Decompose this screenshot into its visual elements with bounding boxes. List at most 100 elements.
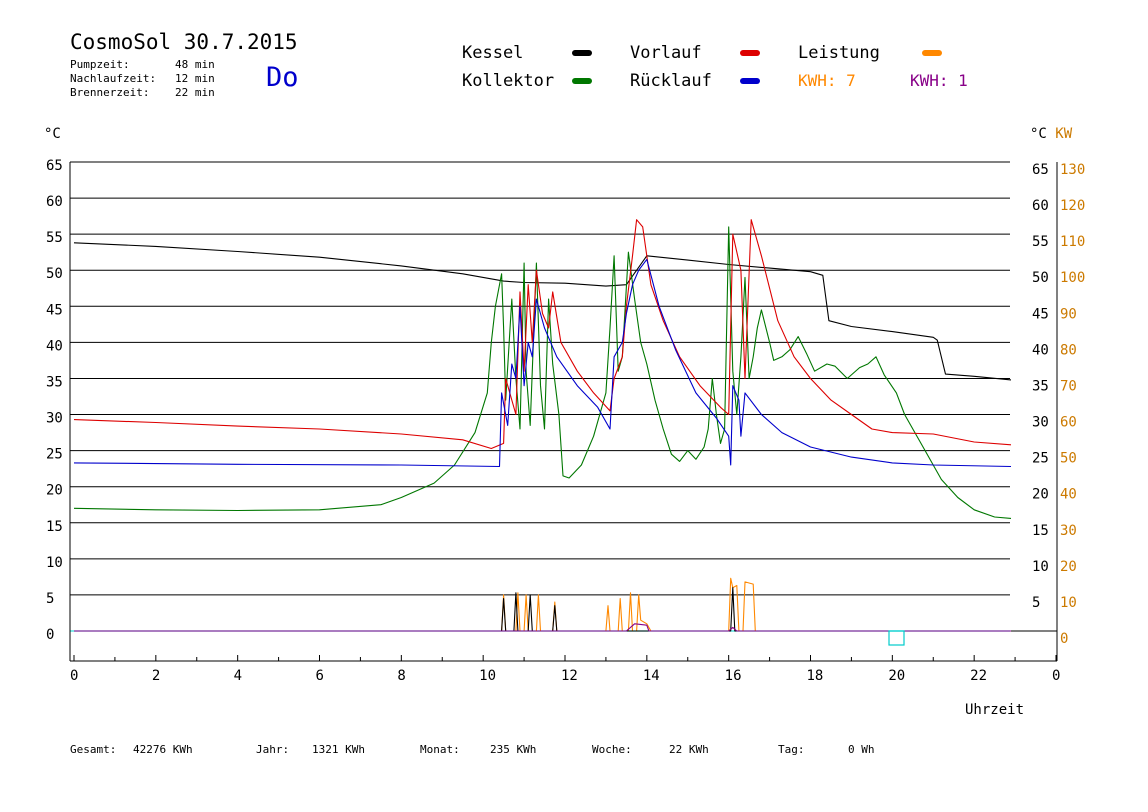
y-tick-label-right-temp: 35 [1032, 378, 1049, 394]
x-tick-label: 20 [888, 668, 905, 684]
legend-leistung-swatch [922, 50, 942, 56]
y-tick-label-left: 40 [46, 338, 63, 354]
footer-jahr-value: 1321 KWh [312, 743, 365, 756]
footer-gesamt-value: 42276 KWh [133, 743, 193, 756]
legend-leistung-label: Leistung [798, 43, 880, 63]
y-ticks-left: 0 5 10 15 20 25 30 35 40 45 50 55 60 65 [46, 158, 63, 643]
y-tick-label-right-kw: 130 [1060, 162, 1085, 178]
y-tick-label-left: 45 [46, 302, 63, 318]
y-tick-label-left: 20 [46, 483, 63, 499]
legend-kessel-swatch [572, 50, 592, 56]
footer-gesamt-label: Gesamt: [70, 743, 117, 756]
footer-tag-value: 0 Wh [848, 743, 875, 756]
series-kessel-brenner [74, 587, 1011, 632]
x-tick-label: 22 [970, 668, 987, 684]
x-tick-label: 10 [479, 668, 496, 684]
y-tick-label-right-kw: 40 [1060, 487, 1077, 503]
y-tick-label-left: 55 [46, 230, 63, 246]
y-tick-label-right-temp: 40 [1032, 342, 1049, 358]
footer-monat-value: 235 KWh [490, 743, 537, 756]
legend-kessel-label: Kessel [462, 43, 524, 63]
brennerzeit-label: Brennerzeit: [70, 86, 150, 99]
y-tick-label-right-temp: 25 [1032, 451, 1049, 467]
legend-ruecklauf-label: Rücklauf [630, 71, 712, 91]
y-tick-label-left: 65 [46, 158, 63, 174]
brennerzeit-value: 22 min [175, 86, 215, 99]
y-tick-label-right-temp: 50 [1032, 270, 1049, 286]
y-tick-label-right-kw: 10 [1060, 595, 1077, 611]
kwh-solar-label: KWH: 7 [798, 71, 856, 90]
nachlaufzeit-label: Nachlaufzeit: [70, 72, 157, 85]
series-pumpe [74, 623, 1011, 632]
footer-jahr-label: Jahr: [256, 743, 290, 756]
x-tick-label: 4 [234, 668, 242, 684]
y-tick-label-right-kw: 100 [1060, 270, 1085, 286]
x-tick-label: 0 [70, 668, 78, 684]
y-tick-label-left: 5 [46, 591, 54, 607]
x-tick-label: 2 [152, 668, 160, 684]
y-tick-label-right-temp: 20 [1032, 487, 1049, 503]
legend-vorlauf-label: Vorlauf [630, 43, 702, 63]
x-tick-label: 0 [1052, 668, 1060, 684]
x-axis-label: Uhrzeit [965, 702, 1025, 718]
y-tick-label-left: 10 [46, 555, 63, 571]
x-tick-label: 6 [316, 668, 324, 684]
footer-monat-label: Monat: [420, 743, 460, 756]
y-tick-label-right-kw: 20 [1060, 559, 1077, 575]
y-axis-unit-right: °C KW [1030, 126, 1072, 142]
chart-title: CosmoSol 30.7.2015 [70, 30, 298, 54]
legend-kollektor-swatch [572, 78, 592, 84]
series-kollektor [73, 226, 1012, 519]
y-ticks-right: 0 5 10 10 20 15 30 20 40 25 50 30 60 35 70 40 80 45 90 50 10… [1032, 162, 1085, 647]
x-tick-label: 16 [725, 668, 742, 684]
y-axis-unit-right-kw: KW [1055, 126, 1073, 142]
footer-tag-label: Tag: [778, 743, 805, 756]
y-tick-label-right-kw: 120 [1060, 198, 1085, 214]
legend-kollektor-label: Kollektor [462, 71, 555, 91]
y-tick-label-left: 50 [46, 266, 63, 282]
footer-woche-value: 22 KWh [669, 743, 709, 756]
y-tick-label-right-temp: 55 [1032, 234, 1049, 250]
pumpzeit-value: 48 min [175, 58, 215, 71]
series-vorlauf [73, 219, 1012, 450]
y-tick-label-right-temp: 65 [1032, 162, 1049, 178]
legend-vorlauf-swatch [740, 50, 760, 56]
y-tick-label-right-temp: 5 [1032, 595, 1040, 611]
footer-woche-label: Woche: [592, 743, 632, 756]
weekday-label: Do [266, 62, 299, 93]
y-tick-label-right-kw: 0 [1060, 631, 1068, 647]
x-axis: 0 2 4 6 8 10 12 14 16 18 20 22 0 [69, 162, 1060, 684]
y-tick-label-right-kw: 30 [1060, 523, 1077, 539]
nachlaufzeit-value: 12 min [175, 72, 215, 85]
y-tick-label-right-kw: 90 [1060, 306, 1077, 322]
y-tick-label-right-temp: 10 [1032, 559, 1049, 575]
y-tick-label-right-kw: 70 [1060, 378, 1077, 394]
x-tick-label: 12 [561, 668, 578, 684]
y-tick-label-left: 30 [46, 411, 63, 427]
legend-ruecklauf-swatch [740, 78, 760, 84]
y-tick-label-left: 25 [46, 447, 63, 463]
y-tick-label-right-temp: 60 [1032, 198, 1049, 214]
y-tick-label-right-kw: 80 [1060, 342, 1077, 358]
y-tick-label-right-kw: 50 [1060, 451, 1077, 467]
y-tick-label-left: 35 [46, 374, 63, 390]
y-tick-label-left: 15 [46, 519, 63, 535]
series-leistung [74, 577, 1011, 632]
pumpzeit-label: Pumpzeit: [70, 58, 130, 71]
y-tick-label-right-kw: 60 [1060, 415, 1077, 431]
y-tick-label-right-temp: 15 [1032, 523, 1049, 539]
grid-lines [70, 161, 1010, 632]
y-axis-unit-right-text: °C KW [1030, 126, 1072, 142]
x-tick-label: 14 [643, 668, 660, 684]
y-tick-label-right-kw: 110 [1060, 234, 1085, 250]
y-tick-label-right-temp: 30 [1032, 415, 1049, 431]
y-tick-label-right-temp: 45 [1032, 306, 1049, 322]
series-r-cklauf [73, 258, 1012, 468]
y-axis-unit-right-celsius: °C [1030, 126, 1056, 142]
kwh-pump-label: KWH: 1 [910, 71, 968, 90]
x-tick-label: 8 [397, 668, 405, 684]
time-marker-box [888, 630, 905, 646]
x-tick-label: 18 [807, 668, 824, 684]
y-tick-label-left: 60 [46, 194, 63, 210]
